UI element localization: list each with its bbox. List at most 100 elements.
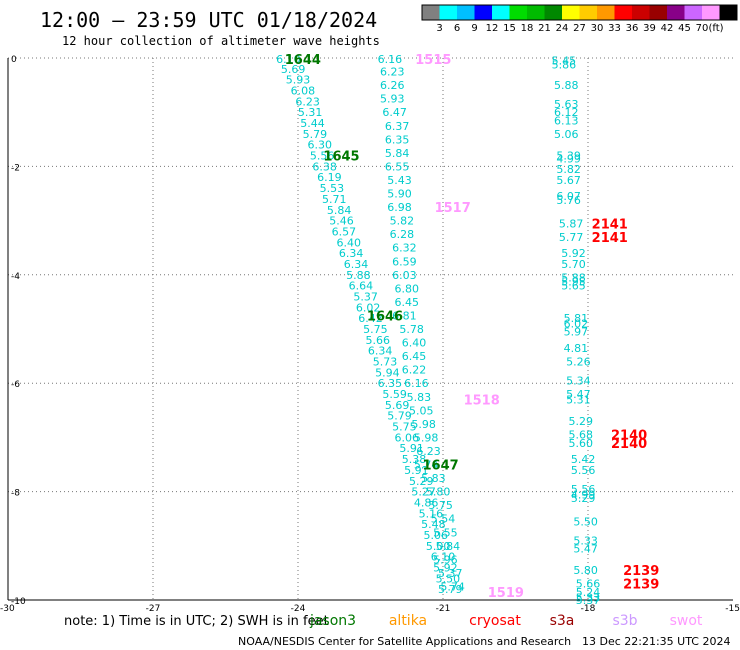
wave-height-value: 5.84 [385,147,410,160]
wave-height-value: 6.40 [337,236,362,249]
wave-height-value: 6.40 [402,337,427,350]
wave-height-value: 5.39 [556,150,581,163]
y-tick-label: -2 [11,163,20,173]
wave-height-value: 6.22 [402,364,427,377]
pass-label: 2139 [623,578,659,593]
legend-tick-label: 21 [538,23,551,34]
satellite-legend-item: s3b [612,613,637,629]
wave-height-value: 5.50 [436,572,461,585]
wave-height-value: 5.84 [436,540,461,553]
wave-height-value: 5.33 [576,591,601,604]
legend-swatch [474,5,492,20]
chart-title: 12:00 – 23:59 UTC 01/18/2024 [40,8,377,32]
wave-height-value: 5.77 [559,231,584,244]
wave-height-value: 5.70 [561,258,586,271]
wave-height-value: 6.02 [564,318,589,331]
wave-height-value: 6.26 [380,79,405,92]
pass-label: 2141 [592,217,628,232]
legend-swatch [422,5,440,20]
wave-height-value: 5.86 [552,59,577,72]
wave-height-value: 6.13 [554,114,579,127]
wave-height-value: 4.99 [571,488,596,501]
wave-height-value: 5.63 [554,98,579,111]
x-tick-label: -27 [146,604,161,614]
legend-tick-label: 42 [661,23,674,34]
x-tick-label: -24 [291,604,306,614]
wave-height-value: 6.30 [308,139,333,152]
wave-height-value: 5.34 [566,374,591,387]
pass-label: 2140 [611,429,647,444]
satellite-legend-item: cryosat [469,613,521,629]
wave-height-value: 5.37 [353,290,378,303]
wave-height-value: 5.81 [564,312,589,325]
wave-height-value: 5.16 [419,507,444,520]
wave-height-value: 6.45 [402,350,427,363]
wave-height-value: 5.67 [556,174,581,187]
wave-height-value: 5.92 [561,247,586,260]
x-tick-label: -30 [0,604,15,614]
legend-tick-label: 36 [626,23,639,34]
wave-height-value: 6.98 [387,201,412,214]
wave-height-value: 6.16 [378,53,403,66]
legend-swatch [457,5,475,20]
y-tick-label: -8 [11,489,20,499]
wave-height-value: 5.42 [571,453,596,466]
wave-height-value: 5.48 [421,518,446,531]
pass-label: 1645 [323,150,359,165]
wave-height-value: 5.00 [426,540,451,553]
legend-tick-label: 39 [643,23,656,34]
wave-height-value: 5.29 [409,475,434,488]
footer-credit: NOAA/NESDIS Center for Satellite Applica… [238,635,571,648]
wave-height-value: 6.02 [356,301,381,314]
pass-label: 1519 [488,586,524,601]
wave-height-value: 5.91 [399,442,424,455]
legend-tick-label: 24 [556,23,569,34]
satellite-legend-item: altika [389,613,427,629]
wave-height-value: 6.81 [392,309,417,322]
wave-height-value: 6.45 [395,296,420,309]
wave-height-value: 5.76 [556,194,581,207]
wave-height-value: 5.43 [387,174,412,187]
wave-height-value: 5.80 [573,564,598,577]
y-tick-label: -4 [11,272,20,282]
wave-height-value: 5.05 [409,404,434,417]
wave-height-value: 6.10 [276,53,301,66]
wave-height-value: 6.23 [380,66,405,79]
chart-subtitle: 12 hour collection of altimeter wave hei… [62,34,380,48]
satellite-legend-item: swot [670,613,703,629]
wave-height-value: 5.59 [382,388,407,401]
wave-height-value: 5.68 [569,429,594,442]
wave-height-value: 6.57 [332,225,357,238]
wave-height-value: 6.08 [291,85,316,98]
legend-tick-label: 6 [454,23,460,34]
pass-label: 1517 [435,201,471,216]
wave-height-value: 6.42 [358,312,383,325]
pass-label: 2139 [623,564,659,579]
wave-height-value: 5.66 [576,578,601,591]
wave-height-value: 5.87 [559,217,584,230]
satellite-legend-item: jason3 [309,613,356,629]
wave-height-value: 6.12 [554,106,579,119]
legend-swatch [702,5,720,20]
wave-height-value: 5.71 [322,193,347,206]
wave-height-value: 5.45 [552,55,577,68]
wave-height-value: 5.91 [404,464,429,477]
wave-height-value: 5.29 [569,415,594,428]
legend-swatch [719,5,737,20]
legend-tick-label: 9 [471,23,477,34]
pass-label: 1644 [285,53,321,68]
wave-height-value: 6.37 [385,120,410,133]
wave-height-value: 5.88 [346,269,371,282]
wave-height-value: 5.56 [571,464,596,477]
data-marks: 6.105.695.936.086.235.315.445.796.305.56… [276,53,600,607]
wave-height-value: 6.35 [378,377,403,390]
pass-label: 2141 [592,231,628,246]
wave-height-value: 5.83 [407,391,432,404]
wave-height-value: 5.79 [387,410,412,423]
wave-height-value: 5.98 [414,431,439,444]
wave-height-value: 5.88 [554,79,579,92]
wave-height-value: 5.54 [431,513,456,526]
legend-tick-label: 12 [486,23,499,34]
wave-height-value: 5.98 [411,418,436,431]
